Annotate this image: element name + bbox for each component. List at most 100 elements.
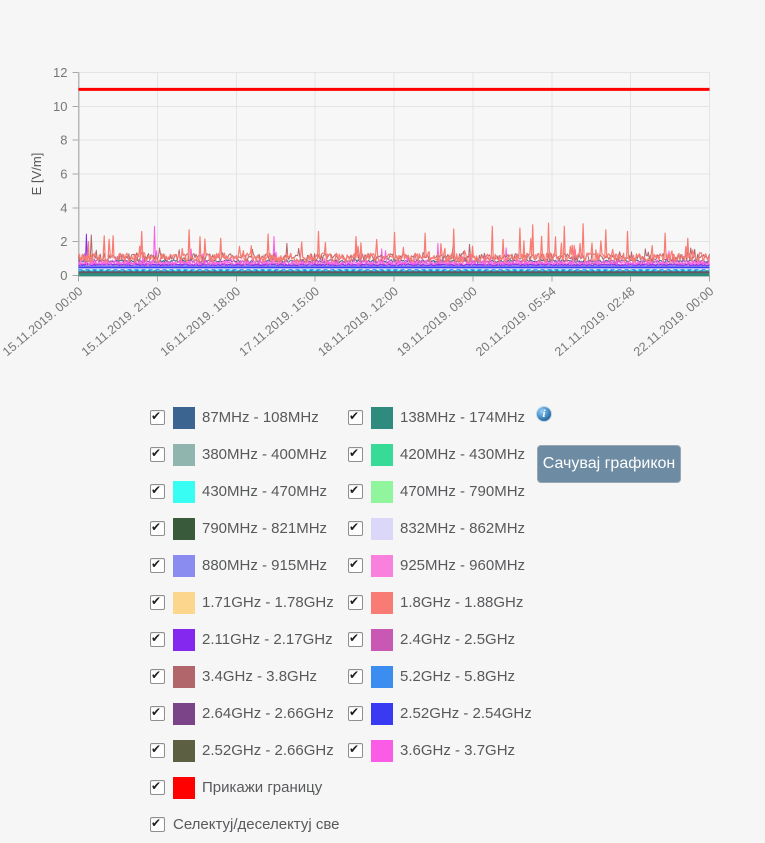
- legend-label: 138MHz - 174MHz: [400, 409, 526, 426]
- y-axis-title: E [V/m]: [29, 153, 44, 196]
- legend-checkbox[interactable]: [150, 631, 165, 647]
- series-path: [78, 225, 710, 266]
- legend-label: 2.52GHz - 2.66GHz: [202, 742, 334, 759]
- legend-checkbox[interactable]: [150, 520, 165, 536]
- legend-color-swatch: [371, 480, 393, 503]
- legend-checkbox[interactable]: [348, 557, 363, 573]
- info-icon-glyph: i: [542, 408, 546, 420]
- legend-item: 380MHz - 400MHz: [150, 443, 348, 466]
- legend-checkbox[interactable]: [348, 594, 363, 610]
- legend-checkbox[interactable]: [150, 557, 165, 573]
- legend-label: 880MHz - 915MHz: [202, 557, 328, 574]
- legend-label: Селектуј/деселектуј све: [173, 816, 340, 833]
- x-tick-label: 21.11.2019. 02:48: [552, 284, 638, 359]
- legend-item: Селектуј/деселектуј све: [150, 816, 532, 833]
- x-tick-label: 22.11.2019. 00:00: [631, 284, 717, 359]
- legend-label: 470MHz - 790MHz: [400, 483, 526, 500]
- legend-checkbox[interactable]: [348, 705, 363, 721]
- legend-item: 5.2GHz - 5.8GHz: [348, 665, 532, 688]
- x-tick-label: 18.11.2019. 12:00: [315, 284, 401, 359]
- legend-color-swatch: [173, 554, 195, 577]
- legend-color-swatch: [173, 665, 195, 688]
- legend-item: 3.4GHz - 3.8GHz: [150, 665, 348, 688]
- legend-color-swatch: [173, 739, 195, 762]
- legend-item: 87MHz - 108MHz: [150, 406, 348, 429]
- legend-color-swatch: [173, 480, 195, 503]
- legend-label: 2.64GHz - 2.66GHz: [202, 705, 334, 722]
- y-tick-label: 6: [60, 167, 67, 182]
- legend-checkbox[interactable]: [348, 631, 363, 647]
- legend-checkbox[interactable]: [348, 668, 363, 684]
- y-tick-label: 12: [53, 65, 67, 80]
- legend: 87MHz - 108MHz 138MHz - 174MHz 380MHz - 40…: [150, 399, 532, 843]
- legend-label: 1.71GHz - 1.78GHz: [202, 594, 334, 611]
- legend-item: 2.52GHz - 2.54GHz: [348, 702, 532, 725]
- legend-color-swatch: [371, 517, 393, 540]
- legend-checkbox[interactable]: [348, 446, 363, 462]
- legend-label: 832MHz - 862MHz: [400, 520, 526, 537]
- legend-label: 1.8GHz - 1.88GHz: [400, 594, 524, 611]
- legend-label: 2.52GHz - 2.54GHz: [400, 705, 532, 722]
- legend-checkbox[interactable]: [150, 483, 165, 499]
- legend-label: 87MHz - 108MHz: [202, 409, 319, 426]
- x-tick-label: 15.11.2019. 00:00: [0, 284, 85, 359]
- x-tick-label: 17.11.2019. 15:00: [237, 284, 323, 359]
- legend-checkbox[interactable]: [348, 742, 363, 758]
- legend-color-swatch: [371, 554, 393, 577]
- legend-checkbox[interactable]: [150, 779, 165, 795]
- legend-checkbox[interactable]: [150, 816, 165, 832]
- legend-color-swatch: [371, 702, 393, 725]
- legend-color-swatch: [371, 406, 393, 429]
- series-path: [78, 233, 710, 267]
- legend-label: Прикажи границу: [202, 779, 323, 796]
- legend-checkbox[interactable]: [150, 594, 165, 610]
- legend-item: 2.11GHz - 2.17GHz: [150, 628, 348, 651]
- y-tick-label: 8: [60, 133, 67, 148]
- legend-label: 5.2GHz - 5.8GHz: [400, 668, 516, 685]
- legend-item: 832MHz - 862MHz: [348, 517, 532, 540]
- legend-checkbox[interactable]: [348, 520, 363, 536]
- legend-color-swatch: [371, 628, 393, 651]
- legend-color-swatch: [173, 776, 195, 799]
- legend-item: 2.52GHz - 2.66GHz: [150, 739, 348, 762]
- legend-item: 3.6GHz - 3.7GHz: [348, 739, 532, 762]
- legend-checkbox[interactable]: [150, 409, 165, 425]
- legend-item: 420MHz - 430MHz: [348, 443, 532, 466]
- x-tick-label: 20.11.2019. 05:54: [473, 284, 559, 359]
- legend-checkbox[interactable]: [150, 668, 165, 684]
- legend-label: 2.11GHz - 2.17GHz: [202, 631, 333, 648]
- legend-label: 2.4GHz - 2.5GHz: [400, 631, 516, 648]
- legend-color-swatch: [173, 517, 195, 540]
- x-tick-label: 16.11.2019. 18:00: [158, 284, 244, 359]
- legend-checkbox[interactable]: [150, 705, 165, 721]
- legend-color-swatch: [173, 628, 195, 651]
- legend-checkbox[interactable]: [150, 742, 165, 758]
- legend-checkbox[interactable]: [348, 409, 363, 425]
- x-tick-label: 15.11.2019. 21:00: [79, 284, 165, 359]
- y-tick-label: 2: [60, 234, 67, 249]
- legend-item: 138MHz - 174MHz: [348, 406, 532, 429]
- legend-label: 790MHz - 821MHz: [202, 520, 328, 537]
- legend-label: 3.6GHz - 3.7GHz: [400, 742, 516, 759]
- legend-item: 790MHz - 821MHz: [150, 517, 348, 540]
- x-tick-label: 19.11.2019. 09:00: [394, 284, 480, 359]
- legend-item: 2.4GHz - 2.5GHz: [348, 628, 532, 651]
- legend-label: 430MHz - 470MHz: [202, 483, 328, 500]
- series-path: [77, 222, 711, 264]
- legend-color-swatch: [371, 443, 393, 466]
- legend-color-swatch: [173, 702, 195, 725]
- legend-item: 1.71GHz - 1.78GHz: [150, 591, 348, 614]
- legend-color-swatch: [371, 739, 393, 762]
- legend-item: 880MHz - 915MHz: [150, 554, 348, 577]
- legend-label: 3.4GHz - 3.8GHz: [202, 668, 318, 685]
- info-icon[interactable]: i: [537, 407, 551, 421]
- legend-checkbox[interactable]: [348, 483, 363, 499]
- legend-label: 925MHz - 960MHz: [400, 557, 526, 574]
- legend-color-swatch: [173, 406, 195, 429]
- legend-checkbox[interactable]: [150, 446, 165, 462]
- emf-chart: 0 2 4 6 8 10 12 15.11.2019. 00:00 15.11.2019. 21…: [0, 0, 765, 380]
- save-chart-button[interactable]: Сачувај графикон: [537, 445, 681, 483]
- legend-color-swatch: [173, 443, 195, 466]
- y-tick-label: 10: [53, 99, 67, 114]
